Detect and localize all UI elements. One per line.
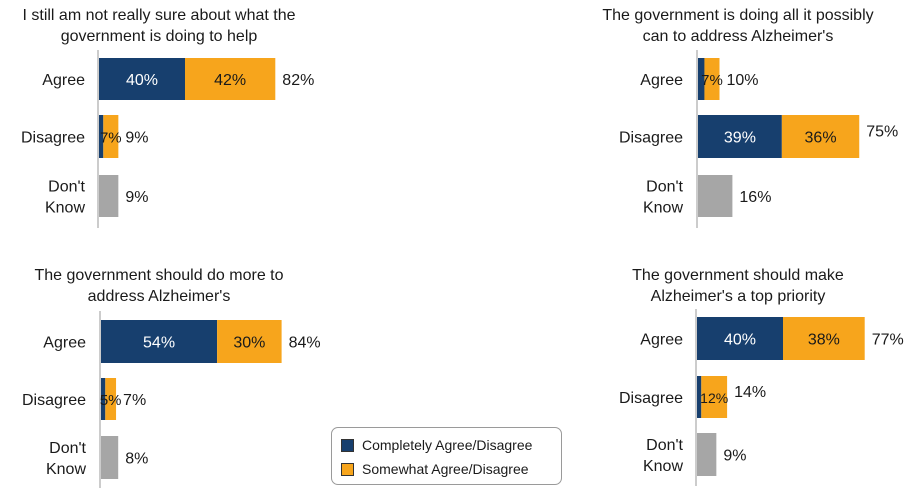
panel-4-title-line: Alzheimer's a top priority (651, 288, 826, 305)
panel-3-category-label: Don't (49, 440, 86, 457)
panel-2-bar-segment (704, 58, 720, 100)
panel-2-category-label: Disagree (619, 130, 683, 147)
panel-3-data-label: 30% (233, 335, 265, 352)
panel-3-title-line: address Alzheimer's (88, 288, 231, 305)
panel-3-category-label: Know (46, 461, 86, 478)
panel-2-data-label: 36% (805, 130, 837, 147)
panel-3-category-label: Disagree (22, 392, 86, 409)
legend-item-somewhat: Somewhat Agree/Disagree (341, 461, 529, 477)
panel-1-bar-segment (99, 115, 104, 158)
panel-4-category-label: Know (643, 458, 683, 475)
panel-4-total-label: 9% (723, 448, 746, 465)
panel-2-data-label: 7% (701, 72, 723, 89)
panel-2-title-line: The government is doing all it possibly (602, 7, 873, 24)
panel-2-bar-segment (698, 58, 705, 100)
panel-3-data-label: 54% (143, 335, 175, 352)
panel-2-category-label: Know (643, 200, 683, 217)
panel-3-data-label: 5% (100, 392, 122, 409)
panel-2-data-label: 39% (724, 130, 756, 147)
panel-3-bar-segment (101, 436, 119, 479)
panel-2-bar-segment (781, 115, 860, 158)
panel-4-title-line: The government should make (632, 267, 844, 284)
panel-1-title-line: I still am not really sure about what th… (22, 7, 295, 24)
panel-4-data-label: 40% (724, 332, 756, 349)
legend-label-completely: Completely Agree/Disagree (362, 437, 533, 453)
panel-3-category-label: Agree (43, 335, 86, 352)
panel-1-data-label: 7% (100, 130, 122, 147)
panel-2-category-label: Don't (646, 179, 683, 196)
panel-4-bar-segment (701, 376, 728, 418)
panel-2-bar-segment (698, 175, 733, 217)
legend-item-completely: Completely Agree/Disagree (341, 437, 532, 453)
panel-4-bar-segment (783, 317, 865, 360)
panel-2-total-label: 16% (739, 189, 771, 206)
panel-3-title-line: The government should do more to (34, 267, 283, 284)
panel-4-bar-segment (697, 433, 717, 476)
panel-4-category-label: Disagree (619, 390, 683, 407)
panel-1-title-line: government is doing to help (61, 28, 258, 45)
panel-3-total-label: 8% (125, 451, 148, 468)
panel-3-bar-segment (217, 320, 282, 363)
panel-1-category-label: Agree (42, 72, 85, 89)
legend: Completely Agree/Disagree Somewhat Agree… (331, 427, 562, 485)
panel-1-category-label: Know (45, 200, 85, 217)
panel-4-category-label: Don't (646, 437, 683, 454)
legend-swatch-somewhat (341, 462, 354, 476)
panel-1-total-label: 9% (125, 189, 148, 206)
panel-1-data-label: 42% (214, 72, 246, 89)
panel-2-category-label: Agree (640, 72, 683, 89)
panel-1-total-label: 82% (282, 72, 314, 89)
panel-1-data-label: 40% (126, 72, 158, 89)
panel-4-total-label: 14% (734, 384, 766, 401)
panel-1-bar-segment (185, 58, 276, 100)
panel-3-bar-segment (105, 378, 117, 420)
panel-4-bar-segment (697, 317, 783, 360)
panel-2-bar-segment (698, 115, 782, 158)
legend-swatch-completely (341, 438, 354, 452)
panel-1-total-label: 9% (125, 130, 148, 147)
panel-3-total-label: 7% (123, 392, 146, 409)
panel-3-bar-segment (101, 320, 218, 363)
panel-2-title-line: can to address Alzheimer's (643, 28, 834, 45)
panel-1-category-label: Disagree (21, 130, 85, 147)
panel-1-bar-segment (99, 58, 185, 100)
panel-1-bar-segment (103, 115, 119, 158)
panel-4-category-label: Agree (640, 332, 683, 349)
panel-3-bar-segment (101, 378, 106, 420)
panel-4-data-label: 12% (700, 390, 728, 406)
panel-4-total-label: 77% (872, 332, 904, 349)
panel-3-total-label: 84% (289, 335, 321, 352)
panel-4-data-label: 38% (808, 332, 840, 349)
panel-2-total-label: 10% (727, 72, 759, 89)
panel-1-bar-segment (99, 175, 119, 217)
legend-label-somewhat: Somewhat Agree/Disagree (362, 461, 529, 477)
panel-1-category-label: Don't (48, 179, 85, 196)
panel-4-bar-segment (697, 376, 702, 418)
panel-2-total-label: 75% (866, 124, 898, 141)
